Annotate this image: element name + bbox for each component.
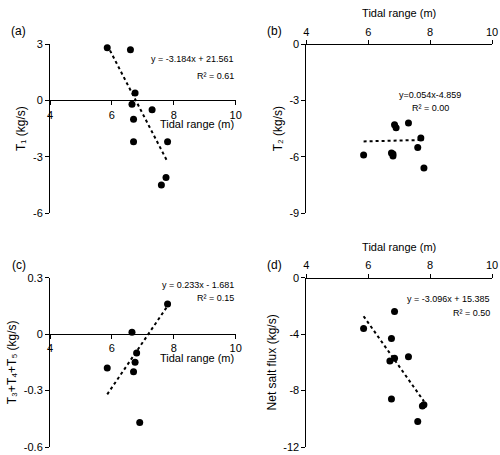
svg-text:6: 6 <box>365 259 371 271</box>
svg-text:T₃+T₄+T₅ (kg/s): T₃+T₄+T₅ (kg/s) <box>5 320 19 404</box>
svg-text:-6: -6 <box>289 151 299 163</box>
svg-text:R² = 0.50: R² = 0.50 <box>453 308 490 318</box>
svg-text:-9: -9 <box>289 207 299 219</box>
svg-text:8: 8 <box>427 259 433 271</box>
svg-text:(d): (d) <box>267 258 282 272</box>
svg-text:R² = 0.00: R² = 0.00 <box>412 103 449 113</box>
svg-text:0: 0 <box>293 272 299 284</box>
svg-text:(b): (b) <box>267 24 282 38</box>
svg-text:-0.3: -0.3 <box>24 384 43 396</box>
svg-text:0: 0 <box>37 328 43 340</box>
svg-text:0: 0 <box>293 38 299 50</box>
svg-text:-4: -4 <box>289 328 299 340</box>
svg-text:Net salt flux (kg/s): Net salt flux (kg/s) <box>265 314 279 410</box>
svg-text:R² = 0.61: R² = 0.61 <box>197 71 234 81</box>
svg-text:(a): (a) <box>11 24 26 38</box>
svg-text:Tidal range (m): Tidal range (m) <box>362 241 436 253</box>
svg-text:(c): (c) <box>12 258 26 272</box>
svg-text:T₁ (kg/s): T₁ (kg/s) <box>14 106 28 151</box>
svg-text:8: 8 <box>171 342 177 354</box>
svg-text:6: 6 <box>109 342 115 354</box>
svg-text:4: 4 <box>303 259 309 271</box>
svg-text:Tidal range (m): Tidal range (m) <box>362 7 436 19</box>
svg-text:10: 10 <box>230 342 242 354</box>
svg-text:4: 4 <box>47 342 53 354</box>
svg-text:4: 4 <box>47 109 53 121</box>
svg-text:-8: -8 <box>289 384 299 396</box>
svg-text:4: 4 <box>303 26 309 38</box>
svg-text:10: 10 <box>486 259 498 271</box>
svg-text:3: 3 <box>37 38 43 50</box>
svg-text:-3: -3 <box>289 94 299 106</box>
svg-text:-0.6: -0.6 <box>24 441 43 453</box>
svg-text:-12: -12 <box>283 441 299 453</box>
svg-text:y = -3.184x + 21.561: y = -3.184x + 21.561 <box>151 54 234 64</box>
svg-text:8: 8 <box>427 26 433 38</box>
svg-text:Tidal range (m): Tidal range (m) <box>160 118 234 130</box>
svg-text:T₂ (kg/s): T₂ (kg/s) <box>271 106 285 151</box>
svg-text:-3: -3 <box>33 151 43 163</box>
svg-text:y = -3.096x + 15.385: y = -3.096x + 15.385 <box>407 294 490 304</box>
svg-text:8: 8 <box>171 109 177 121</box>
svg-text:Tidal range (m): Tidal range (m) <box>160 352 234 364</box>
svg-text:y = 0.233x - 1.681: y = 0.233x - 1.681 <box>162 280 234 290</box>
svg-text:6: 6 <box>365 26 371 38</box>
svg-text:0: 0 <box>37 94 43 106</box>
svg-text:10: 10 <box>230 109 242 121</box>
svg-text:-6: -6 <box>33 207 43 219</box>
svg-text:0.3: 0.3 <box>28 272 43 284</box>
svg-text:R² = 0.15: R² = 0.15 <box>197 293 234 303</box>
svg-text:y=0.054x-4.859: y=0.054x-4.859 <box>399 90 461 100</box>
svg-text:6: 6 <box>109 109 115 121</box>
svg-text:10: 10 <box>486 26 498 38</box>
